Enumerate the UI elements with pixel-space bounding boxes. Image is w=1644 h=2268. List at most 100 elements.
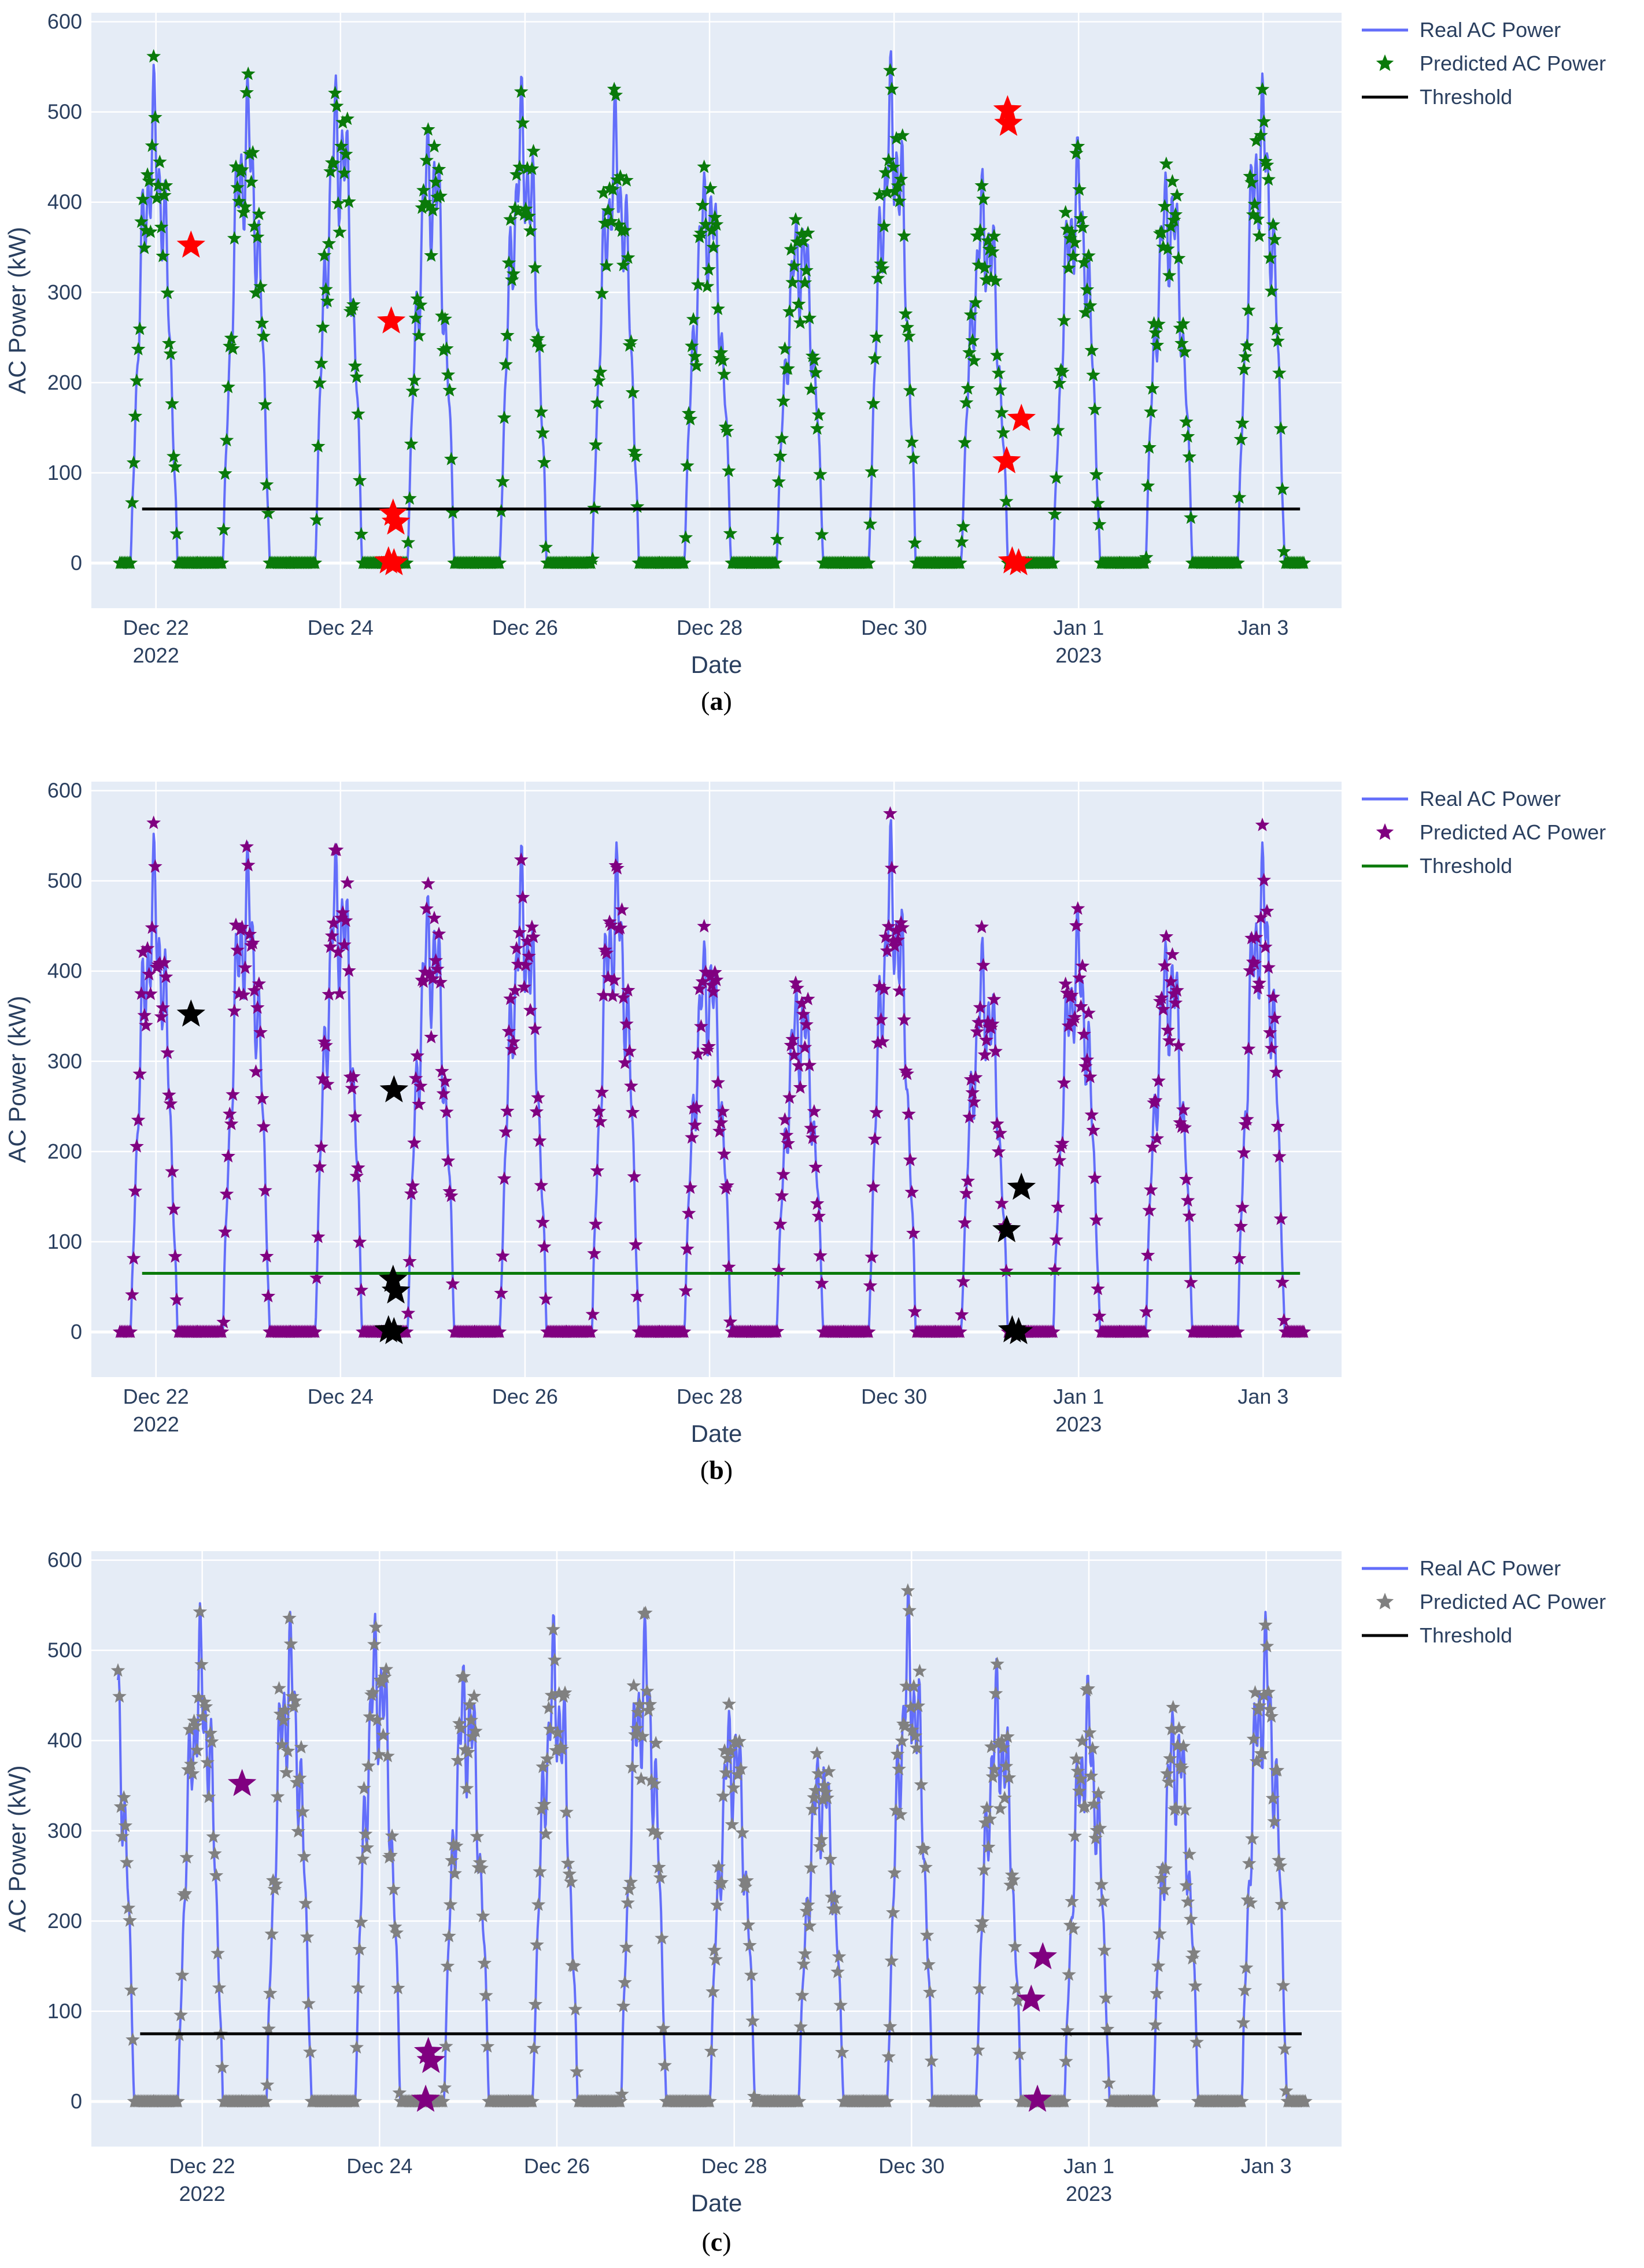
predicted-point [1258, 1618, 1273, 1631]
predicted-ac-power-series [110, 1583, 1313, 2108]
predicted-point [424, 1030, 439, 1044]
predicted-point [1067, 1010, 1082, 1024]
predicted-point [629, 1721, 644, 1735]
predicted-point [616, 257, 631, 272]
predicted-point [1264, 1041, 1279, 1055]
predicted-point [535, 1759, 551, 1773]
predicted-point [909, 1740, 924, 1755]
predicted-point [407, 372, 422, 387]
predicted-point [1004, 1867, 1019, 1881]
predicted-point [349, 1168, 364, 1183]
predicted-point [323, 164, 338, 178]
predicted-point [408, 310, 423, 324]
predicted-point [953, 556, 967, 569]
predicted-point [801, 1897, 815, 1911]
predicted-point [436, 343, 451, 357]
predicted-point [815, 1792, 830, 1806]
predicted-point [625, 1105, 640, 1119]
predicted-point [738, 1879, 753, 1893]
predicted-point [494, 504, 509, 517]
y-tick-label: 400 [47, 190, 82, 214]
predicted-point [732, 1734, 747, 1748]
predicted-point [131, 342, 146, 356]
predicted-point [254, 1091, 269, 1105]
predicted-point [1255, 817, 1270, 831]
predicted-point [907, 535, 922, 549]
predicted-point [459, 1781, 474, 1795]
predicted-point [705, 1984, 720, 1998]
legend-entry: Predicted AC Power [1420, 820, 1606, 844]
predicted-point [212, 1980, 227, 1995]
predicted-point [1058, 205, 1073, 219]
predicted-point [781, 361, 795, 375]
predicted-point [379, 1662, 394, 1676]
predicted-point [562, 1866, 577, 1881]
predicted-point [293, 1770, 307, 1785]
predicted-point [500, 328, 515, 342]
predicted-point [435, 2094, 450, 2108]
predicted-point [1171, 251, 1186, 265]
predicted-point [424, 248, 439, 262]
predicted-point [426, 202, 440, 217]
predicted-point [866, 396, 881, 410]
predicted-point [1000, 1729, 1015, 1743]
predicted-point [1052, 376, 1067, 390]
predicted-point [309, 512, 324, 526]
predicted-point [383, 1848, 398, 1862]
y-axis-title: AC Power (kW) [3, 227, 31, 394]
predicted-point [156, 249, 170, 262]
predicted-point [242, 927, 257, 941]
predicted-point [795, 227, 809, 241]
predicted-point [116, 1790, 131, 1804]
predicted-point [123, 1324, 138, 1338]
predicted-point [1097, 1943, 1112, 1957]
predicted-point [796, 1956, 811, 1970]
predicted-point [1258, 154, 1273, 168]
predicted-point [810, 1746, 825, 1760]
predicted-point [1157, 1882, 1172, 1896]
predicted-point [877, 219, 892, 233]
predicted-point [249, 285, 263, 299]
predicted-point [235, 920, 249, 934]
anomaly-point [227, 1768, 257, 1796]
predicted-point [367, 1637, 382, 1651]
predicted-point [993, 382, 1007, 397]
predicted-point [963, 307, 978, 321]
predicted-point [647, 1776, 662, 1790]
anomaly-point [1004, 548, 1033, 575]
predicted-point [1139, 550, 1154, 564]
predicted-point [441, 1153, 456, 1167]
predicted-point [878, 930, 893, 944]
legend-entry: Real AC Power [1420, 1556, 1561, 1580]
x-tick-year: 2022 [133, 643, 179, 667]
x-tick-label: Dec 24 [308, 1385, 374, 1408]
predicted-point [241, 857, 256, 872]
predicted-point [814, 1276, 829, 1290]
predicted-point [774, 1188, 789, 1202]
predicted-point [1261, 172, 1276, 186]
predicted-point [498, 1124, 513, 1138]
predicted-point [1250, 981, 1265, 995]
predicted-point [1012, 2047, 1027, 2060]
predicted-point [1148, 2017, 1163, 2032]
predicted-point [1239, 1960, 1254, 1974]
predicted-point [655, 1930, 669, 1945]
predicted-point [1243, 169, 1258, 183]
predicted-point [1084, 343, 1099, 357]
predicted-point [1062, 1967, 1076, 1981]
predicted-point [1151, 316, 1166, 331]
predicted-point [987, 228, 1002, 243]
predicted-point [354, 1282, 369, 1297]
predicted-point [314, 356, 328, 370]
predicted-point [719, 1765, 733, 1779]
predicted-point [902, 1603, 917, 1617]
predicted-point [158, 178, 173, 192]
predicted-point [422, 965, 437, 980]
predicted-point [1277, 2041, 1292, 2055]
predicted-point [747, 2089, 762, 2103]
predicted-point [295, 1804, 310, 1818]
predicted-point [627, 1169, 642, 1183]
predicted-point [620, 983, 636, 997]
predicted-point [236, 205, 251, 219]
predicted-point [333, 224, 347, 239]
